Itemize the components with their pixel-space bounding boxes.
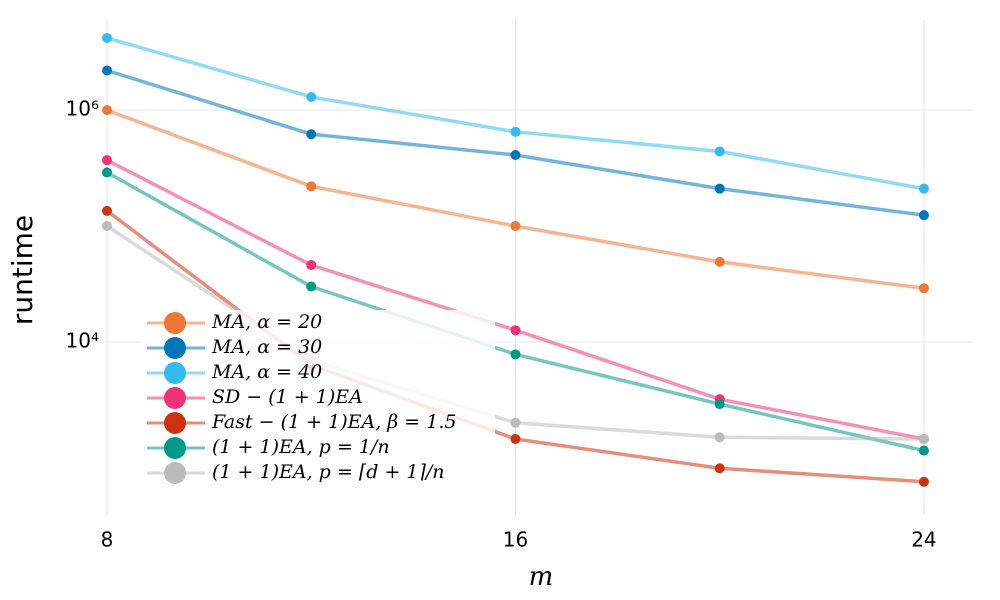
point (102, 205, 112, 216)
x-axis-label: m (529, 562, 554, 592)
legend-marker (164, 412, 186, 434)
legend-label: Fast − (1 + 1)EA, β = 1.5 (211, 411, 456, 433)
point (102, 167, 112, 178)
point (510, 349, 521, 360)
point (714, 432, 725, 443)
point (510, 150, 521, 161)
point (510, 433, 521, 444)
legend-marker (164, 312, 186, 334)
legend-marker (164, 437, 186, 459)
point (306, 260, 317, 271)
legend-box (140, 310, 495, 495)
legend-label: (1 + 1)EA, p = 1/n (212, 436, 390, 458)
point (102, 220, 112, 231)
y-tick-label: 10⁶ (66, 97, 99, 121)
legend-marker (164, 362, 186, 384)
x-tick-label: 24 (911, 528, 936, 552)
point (306, 129, 317, 140)
legend-label: MA, α = 20 (211, 311, 322, 333)
x-tick-label: 16 (503, 528, 528, 552)
point (714, 146, 725, 157)
point (918, 476, 929, 487)
point (510, 417, 521, 428)
point (918, 433, 929, 444)
point (102, 32, 112, 43)
point (510, 220, 521, 231)
y-axis-label: runtime (6, 215, 39, 325)
point (510, 325, 521, 336)
point (714, 399, 725, 410)
legend-marker (164, 337, 186, 359)
point (918, 283, 929, 294)
legend-label: (1 + 1)EA, p = ⌈d + 1⌉/n (212, 461, 445, 483)
y-tick-label: 10⁴ (66, 328, 99, 352)
point (306, 181, 317, 192)
point (714, 183, 725, 194)
point (102, 155, 112, 166)
legend-marker (164, 462, 186, 484)
point (510, 126, 521, 137)
point (918, 445, 929, 456)
legend-label: MA, α = 40 (211, 361, 322, 383)
point (306, 281, 317, 292)
legend-label: SD − (1 + 1)EA (212, 386, 363, 408)
point (714, 256, 725, 267)
point (102, 65, 112, 76)
point (918, 183, 929, 194)
x-tick-label: 8 (101, 528, 114, 552)
legend-marker (164, 387, 186, 409)
legend-label: MA, α = 30 (211, 336, 322, 358)
point (306, 91, 317, 102)
point (918, 210, 929, 221)
legend: MA, α = 20 MA, α = 30 MA, α = 40 SD − (1 + … (140, 310, 495, 495)
point (102, 105, 112, 116)
point (714, 463, 725, 474)
